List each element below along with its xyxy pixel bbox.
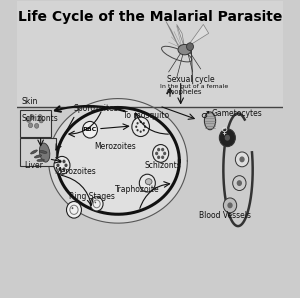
Circle shape bbox=[132, 117, 149, 136]
Circle shape bbox=[224, 198, 237, 213]
Text: Traphozoite: Traphozoite bbox=[115, 185, 160, 194]
Circle shape bbox=[72, 207, 74, 209]
Polygon shape bbox=[177, 24, 185, 48]
Circle shape bbox=[56, 164, 60, 167]
Circle shape bbox=[136, 129, 139, 131]
Circle shape bbox=[163, 152, 166, 155]
Circle shape bbox=[140, 131, 142, 133]
Circle shape bbox=[94, 201, 96, 203]
Circle shape bbox=[233, 176, 246, 190]
Text: Anopheles: Anopheles bbox=[166, 89, 202, 95]
Text: ♂: ♂ bbox=[201, 111, 209, 120]
Circle shape bbox=[143, 129, 145, 131]
Circle shape bbox=[139, 174, 155, 192]
Circle shape bbox=[38, 115, 42, 119]
Circle shape bbox=[227, 202, 233, 208]
Text: Sporozoites: Sporozoites bbox=[74, 104, 119, 113]
Circle shape bbox=[28, 123, 33, 128]
Text: ♀: ♀ bbox=[220, 125, 227, 135]
Circle shape bbox=[161, 148, 164, 151]
Circle shape bbox=[39, 118, 43, 123]
Circle shape bbox=[225, 135, 230, 141]
Ellipse shape bbox=[204, 112, 216, 130]
Circle shape bbox=[157, 156, 160, 159]
Circle shape bbox=[58, 160, 61, 163]
Ellipse shape bbox=[39, 143, 50, 162]
Text: Schizonts: Schizonts bbox=[145, 161, 182, 170]
Circle shape bbox=[67, 201, 81, 218]
Text: Life Cycle of the Malarial Parasite: Life Cycle of the Malarial Parasite bbox=[18, 10, 282, 24]
Text: Merozoites: Merozoites bbox=[54, 167, 96, 176]
Text: To mosquito: To mosquito bbox=[123, 111, 170, 120]
Circle shape bbox=[187, 43, 194, 51]
Text: In the gut of a female: In the gut of a female bbox=[160, 84, 228, 89]
Ellipse shape bbox=[37, 159, 44, 162]
Polygon shape bbox=[166, 21, 179, 48]
Circle shape bbox=[236, 152, 249, 167]
Circle shape bbox=[58, 167, 61, 171]
Ellipse shape bbox=[31, 150, 38, 154]
Text: Schizonts: Schizonts bbox=[22, 114, 59, 123]
Circle shape bbox=[239, 156, 245, 162]
Circle shape bbox=[153, 145, 169, 162]
Text: Merozoites: Merozoites bbox=[94, 142, 136, 151]
Polygon shape bbox=[49, 99, 187, 223]
Polygon shape bbox=[187, 24, 209, 47]
Text: Gametocytes: Gametocytes bbox=[211, 109, 262, 118]
Text: Blood Vessels: Blood Vessels bbox=[199, 211, 251, 220]
Circle shape bbox=[144, 125, 146, 128]
Circle shape bbox=[155, 152, 158, 155]
Circle shape bbox=[136, 122, 139, 125]
Circle shape bbox=[237, 180, 242, 186]
Ellipse shape bbox=[145, 179, 152, 184]
Circle shape bbox=[62, 167, 66, 171]
Ellipse shape bbox=[34, 155, 42, 158]
Circle shape bbox=[34, 123, 39, 128]
FancyBboxPatch shape bbox=[20, 138, 56, 166]
Circle shape bbox=[30, 115, 34, 119]
Circle shape bbox=[26, 117, 31, 122]
Circle shape bbox=[219, 129, 236, 147]
Circle shape bbox=[143, 122, 145, 125]
Circle shape bbox=[54, 156, 70, 174]
FancyBboxPatch shape bbox=[20, 110, 51, 136]
Circle shape bbox=[62, 160, 66, 163]
Ellipse shape bbox=[178, 44, 191, 55]
Polygon shape bbox=[57, 108, 179, 214]
Circle shape bbox=[161, 156, 164, 159]
Text: RBC: RBC bbox=[83, 127, 97, 132]
Circle shape bbox=[157, 148, 160, 151]
Text: Ring Stages: Ring Stages bbox=[69, 192, 115, 201]
Text: Skin: Skin bbox=[22, 97, 38, 106]
Circle shape bbox=[135, 125, 137, 128]
Circle shape bbox=[140, 121, 142, 123]
Text: Liver: Liver bbox=[25, 161, 44, 170]
Circle shape bbox=[64, 164, 68, 167]
Circle shape bbox=[90, 197, 103, 211]
Circle shape bbox=[82, 121, 98, 138]
Ellipse shape bbox=[40, 150, 47, 153]
Text: Sexual cycle: Sexual cycle bbox=[167, 75, 215, 84]
FancyBboxPatch shape bbox=[16, 1, 283, 108]
